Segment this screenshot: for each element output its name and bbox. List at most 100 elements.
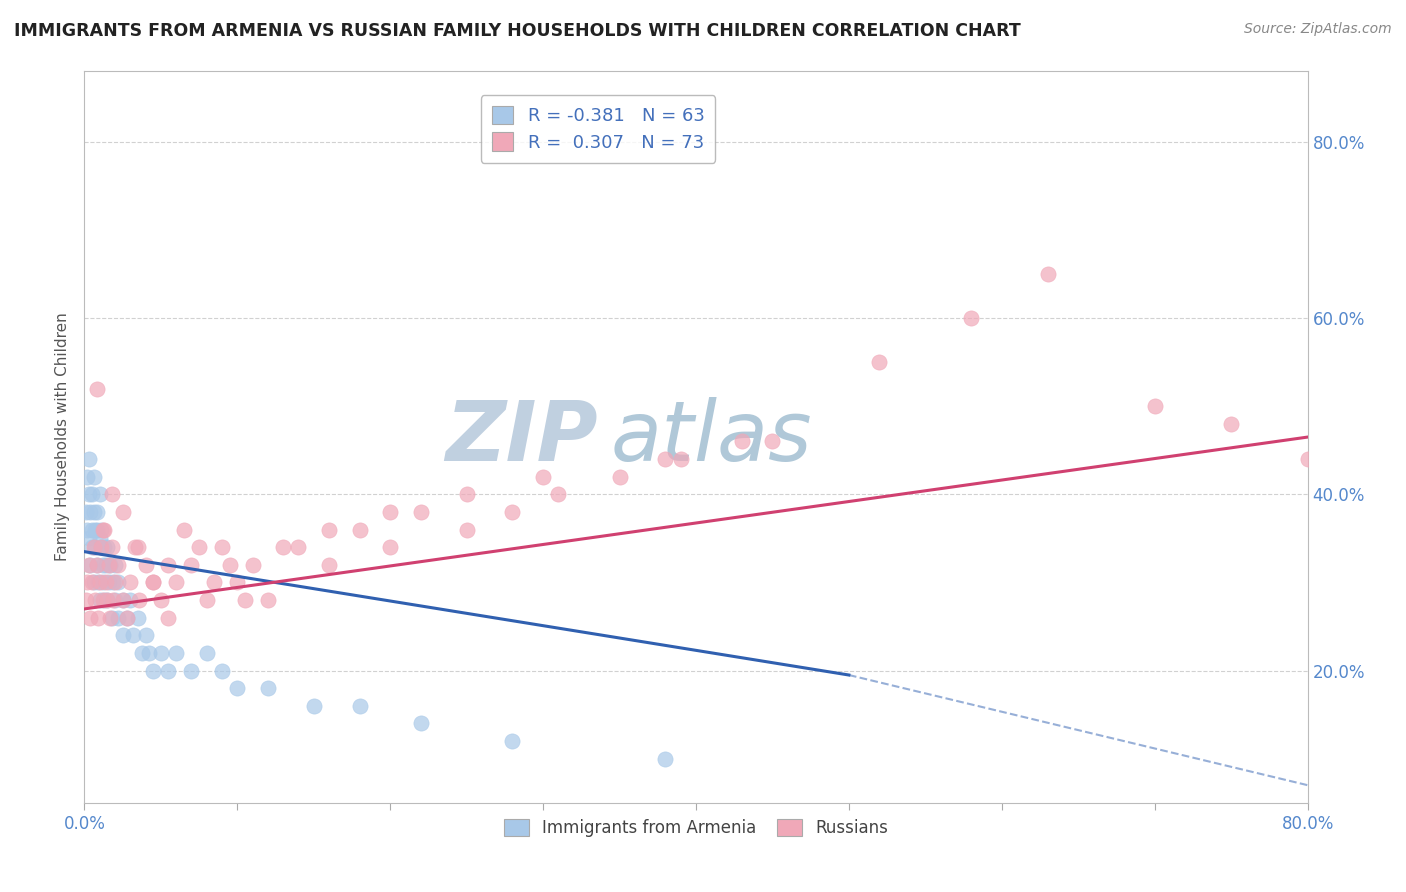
Text: ZIP: ZIP [446, 397, 598, 477]
Point [195, 646, 218, 660]
Point [91, 558, 114, 572]
Y-axis label: Family Households with Children: Family Households with Children [55, 313, 70, 561]
Point [127, 611, 149, 625]
Point [77, 558, 100, 572]
Point [1220, 417, 1243, 431]
Point [76, 575, 98, 590]
Point [83, 505, 105, 519]
Point [120, 593, 142, 607]
Point [731, 434, 754, 449]
Point [233, 593, 256, 607]
Point [83, 575, 105, 590]
Point [180, 558, 202, 572]
Point [349, 698, 371, 713]
Point [77, 532, 100, 546]
Point [318, 558, 340, 572]
Point [409, 505, 432, 519]
Point [211, 540, 233, 554]
Point [84, 593, 107, 607]
Point [97, 558, 120, 572]
Point [111, 505, 134, 519]
Point [90, 523, 112, 537]
Point [80, 540, 103, 554]
Point [157, 611, 180, 625]
Point [349, 523, 371, 537]
Point [211, 664, 233, 678]
Point [761, 434, 783, 449]
Point [86, 558, 108, 572]
Point [142, 575, 165, 590]
Point [1296, 452, 1319, 467]
Point [89, 487, 111, 501]
Point [173, 523, 195, 537]
Point [86, 558, 108, 572]
Point [669, 452, 692, 467]
Point [271, 540, 294, 554]
Point [93, 523, 115, 537]
Point [138, 646, 160, 660]
Point [86, 382, 108, 396]
Point [111, 628, 134, 642]
Point [131, 646, 153, 660]
Text: IMMIGRANTS FROM ARMENIA VS RUSSIAN FAMILY HOUSEHOLDS WITH CHILDREN CORRELATION C: IMMIGRANTS FROM ARMENIA VS RUSSIAN FAMIL… [14, 22, 1021, 40]
Text: atlas: atlas [610, 397, 813, 477]
Point [128, 593, 150, 607]
Point [93, 540, 115, 554]
Point [89, 593, 111, 607]
Point [502, 734, 524, 748]
Point [127, 540, 149, 554]
Point [869, 355, 891, 369]
Point [547, 487, 569, 501]
Point [157, 558, 180, 572]
Point [165, 646, 187, 660]
Point [103, 593, 125, 607]
Point [80, 487, 103, 501]
Point [90, 540, 112, 554]
Point [90, 540, 112, 554]
Point [80, 523, 103, 537]
Point [98, 558, 121, 572]
Point [98, 611, 121, 625]
Point [89, 532, 111, 546]
Point [302, 698, 325, 713]
Point [107, 611, 129, 625]
Point [609, 469, 631, 483]
Point [502, 505, 524, 519]
Point [91, 523, 114, 537]
Point [456, 487, 478, 501]
Point [202, 575, 225, 590]
Point [380, 505, 402, 519]
Point [257, 593, 280, 607]
Point [107, 558, 129, 572]
Point [180, 664, 202, 678]
Point [1036, 267, 1059, 281]
Point [157, 664, 180, 678]
Point [79, 558, 101, 572]
Point [111, 593, 134, 607]
Point [86, 505, 108, 519]
Point [107, 575, 129, 590]
Point [188, 540, 211, 554]
Point [122, 628, 145, 642]
Point [96, 593, 118, 607]
Point [111, 593, 134, 607]
Point [218, 558, 240, 572]
Point [84, 523, 107, 537]
Point [654, 752, 676, 766]
Point [91, 593, 114, 607]
Point [76, 523, 98, 537]
Point [104, 593, 127, 607]
Point [242, 558, 264, 572]
Point [149, 646, 172, 660]
Point [96, 593, 118, 607]
Point [142, 575, 165, 590]
Point [104, 558, 127, 572]
Point [93, 593, 115, 607]
Point [84, 540, 107, 554]
Point [83, 540, 105, 554]
Point [456, 523, 478, 537]
Point [103, 575, 125, 590]
Point [960, 311, 983, 326]
Point [86, 523, 108, 537]
Text: Source: ZipAtlas.com: Source: ZipAtlas.com [1244, 22, 1392, 37]
